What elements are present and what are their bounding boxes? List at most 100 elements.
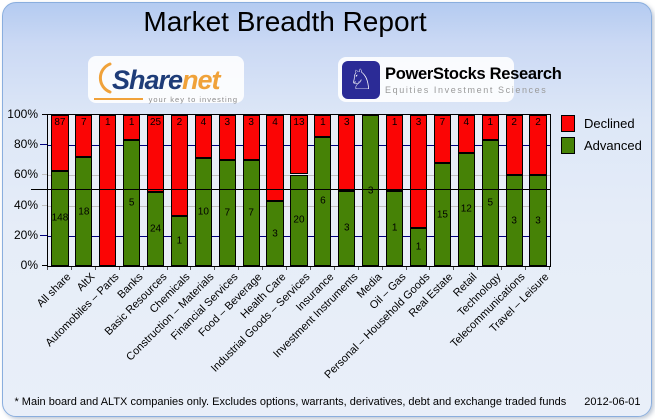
x-axis-tick <box>405 267 407 270</box>
y-axis-tick <box>42 204 47 206</box>
bar-advanced-segment <box>75 157 93 266</box>
bar-value-declined: 3 <box>224 117 231 128</box>
x-axis-tick <box>214 267 216 270</box>
bar-value-declined: 1 <box>128 117 135 128</box>
legend-swatch-advanced <box>561 137 575 154</box>
bar-value-advanced: 15 <box>436 209 448 221</box>
footnote-text: * Main board and ALTX companies only. Ex… <box>14 396 567 408</box>
legend-swatch-declined <box>561 115 575 132</box>
bar-value-declined: 3 <box>344 117 350 128</box>
x-axis-tick <box>47 267 48 270</box>
bar-advanced-segment <box>505 175 523 266</box>
bar-value-declined: 1 <box>104 117 111 128</box>
bar-declined-segment <box>266 115 284 202</box>
x-axis-tick <box>429 267 431 270</box>
x-axis-tick <box>477 267 479 270</box>
bar-value-declined: 7 <box>439 117 446 128</box>
stacked-bar: 3 <box>362 115 380 266</box>
bar-declined-segment <box>75 115 93 158</box>
sharenet-logo: Share net your key to investing <box>88 56 244 104</box>
bar-advanced-segment <box>218 160 236 266</box>
bar-value-declined: 2 <box>511 117 517 128</box>
powerstocks-logo: ♘ PowerStocks Research Equities Investme… <box>338 57 562 102</box>
x-axis-tick <box>357 267 359 270</box>
bar-value-declined: 87 <box>54 117 66 128</box>
bar-value-declined: 4 <box>272 117 278 128</box>
bar-value-advanced: 148 <box>51 212 69 224</box>
bar-declined-segment <box>218 115 236 161</box>
bar-declined-segment <box>290 115 308 175</box>
y-axis-label: 40% <box>13 197 38 212</box>
y-axis-label: 60% <box>13 167 38 182</box>
bar-value-declined: 1 <box>320 117 326 128</box>
x-axis-tick <box>166 267 168 270</box>
x-axis-tick <box>286 267 288 270</box>
stacked-bar: 7 15 <box>433 115 451 266</box>
bar-value-advanced: 6 <box>320 195 326 207</box>
x-axis-tick <box>190 267 192 270</box>
x-axis-tick <box>525 267 527 270</box>
bar-declined-segment <box>505 115 523 176</box>
stacked-bar: 4 10 <box>194 115 212 266</box>
bar-advanced-segment <box>194 158 212 266</box>
bar-declined-segment <box>386 115 404 191</box>
bar-declined-segment <box>170 115 189 216</box>
y-axis-tick <box>42 114 47 115</box>
x-axis-tick <box>70 267 72 270</box>
bar-advanced-segment <box>266 201 284 266</box>
bar-value-advanced: 20 <box>293 214 305 226</box>
bar-value-declined: 25 <box>149 117 162 128</box>
bar-declined-segment <box>51 115 69 171</box>
legend-label-advanced: Advanced <box>584 138 642 153</box>
bar-advanced-segment <box>338 190 356 266</box>
bar-value-advanced: 1 <box>391 222 398 234</box>
bar-declined-segment <box>529 115 547 176</box>
bar-slot: 25 24 <box>144 115 168 266</box>
y-axis-label: 80% <box>13 137 38 152</box>
bar-value-advanced: 3 <box>344 222 350 234</box>
bar-value-advanced: 7 <box>248 207 254 219</box>
y-axis-tick <box>42 174 47 176</box>
bar-value-declined: 7 <box>81 117 87 128</box>
plot-area: 87 148 7 18 1 1 5 25 24 2 1 4 10 3 7 3 7 4 3 13 20 1 6 3 3 3 1 1 3 1 7… <box>47 114 551 267</box>
bar-declined-segment <box>457 115 475 153</box>
bar-declined-segment <box>314 115 332 137</box>
bar-value-advanced: 24 <box>149 223 162 235</box>
report-date: 2012-06-01 <box>584 396 641 408</box>
bar-value-advanced: 1 <box>415 241 422 253</box>
x-axis-tick <box>549 267 550 270</box>
bar-advanced-segment <box>123 140 141 266</box>
bar-slot: 1 <box>96 115 120 266</box>
sharenet-underline <box>94 97 143 100</box>
bar-value-declined: 1 <box>487 117 493 128</box>
bar-value-advanced: 7 <box>224 207 231 219</box>
bar-declined-segment <box>481 115 499 141</box>
bar-value-advanced: 5 <box>487 197 493 209</box>
bar-advanced-segment <box>529 175 547 266</box>
x-axis-tick <box>118 267 120 270</box>
bar-advanced-segment <box>242 160 260 266</box>
bar-declined-segment <box>433 115 451 164</box>
bar-value-declined: 4 <box>463 117 470 128</box>
bar-value-advanced: 3 <box>535 215 541 227</box>
bar-value-declined: 2 <box>176 117 183 128</box>
bar-advanced-segment <box>481 140 499 266</box>
bar-advanced-segment <box>433 163 451 266</box>
bar-advanced-segment <box>457 152 475 266</box>
x-axis-tick <box>453 267 455 270</box>
bar-value-declined: 13 <box>293 117 305 128</box>
bar-value-declined: 2 <box>535 117 541 128</box>
bar-advanced-segment <box>290 174 308 266</box>
